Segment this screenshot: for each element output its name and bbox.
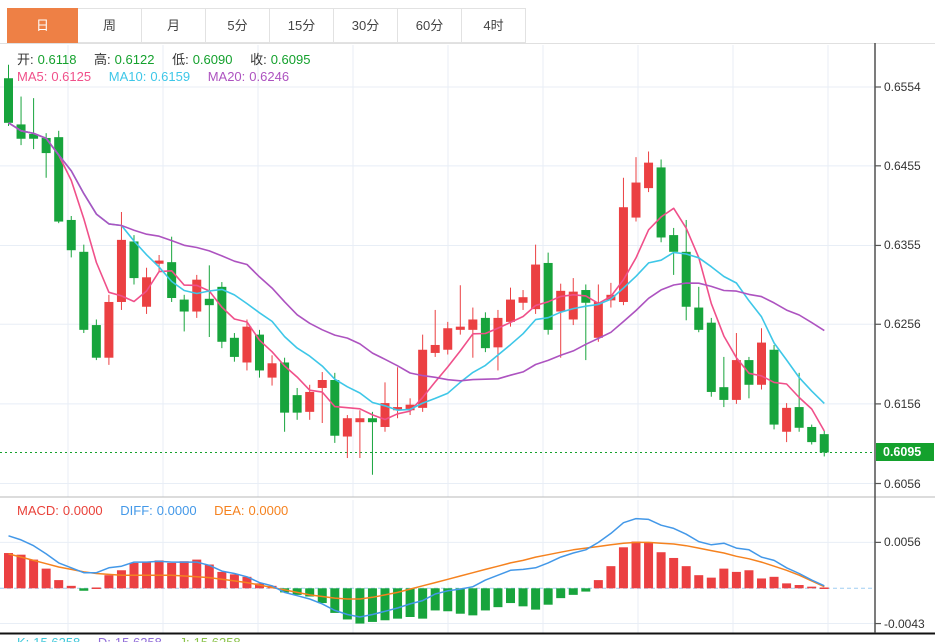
k-value: 15.6258 xyxy=(33,635,80,642)
high-value: 0.6122 xyxy=(114,52,155,67)
close-value: 0.6095 xyxy=(270,52,311,67)
ma20-label: MA20: xyxy=(207,69,246,84)
ma5-value: 0.6125 xyxy=(51,69,92,84)
macd-readout: MACD: 0.0000 DIFF: 0.0000 DEA: 0.0000 xyxy=(17,503,292,518)
axis-tick-label: 0.6554 xyxy=(884,80,921,94)
axis-tick-label: 0.6156 xyxy=(884,396,921,411)
ma-readout: MA5: 0.6125 MA10: 0.6159 MA20: 0.6246 xyxy=(17,69,293,84)
macd-value: 0.0000 xyxy=(62,503,103,518)
close-label: 收: xyxy=(250,52,267,67)
tab-周[interactable]: 周 xyxy=(77,8,142,43)
kdj-readout: K: 15.6258 D: 15.6258 J: 15.6258 xyxy=(17,635,245,642)
diff-value: 0.0000 xyxy=(156,503,197,518)
tab-5分[interactable]: 5分 xyxy=(205,8,270,43)
dea-value: 0.0000 xyxy=(248,503,289,518)
tab-4时[interactable]: 4时 xyxy=(461,8,526,43)
tab-60分[interactable]: 60分 xyxy=(397,8,462,43)
axis-tick-label: 0.6355 xyxy=(884,238,921,253)
tab-月[interactable]: 月 xyxy=(141,8,206,43)
tab-bar: 日周月 5分 15分 30分 60分 4时 xyxy=(7,8,526,43)
open-label: 开: xyxy=(17,52,34,67)
low-label: 低: xyxy=(172,52,189,67)
high-label: 高: xyxy=(94,52,111,67)
tab-15分[interactable]: 15分 xyxy=(269,8,334,43)
axis-tick-label: 0.6455 xyxy=(884,158,921,173)
open-value: 0.6118 xyxy=(37,52,77,67)
macd-label: MACD: xyxy=(17,503,59,518)
dea-label: DEA: xyxy=(214,503,245,518)
ma20-value: 0.6246 xyxy=(249,69,290,84)
j-value: 15.6258 xyxy=(194,635,241,642)
j-label: J: xyxy=(180,635,190,642)
k-label: K: xyxy=(17,635,29,642)
low-value: 0.6090 xyxy=(192,52,233,67)
axis-tick-label: 0.0056 xyxy=(884,535,921,550)
timeframe-tab-bar: 日周月 5分 15分 30分 60分 4时 xyxy=(0,0,935,44)
tab-30分[interactable]: 30分 xyxy=(333,8,398,43)
ohlc-readout: 开: 0.6118 高: 0.6122 低: 0.6090 收: 0.6095 xyxy=(17,49,314,68)
ma10-label: MA10: xyxy=(108,69,147,84)
ma5-label: MA5: xyxy=(17,69,48,84)
axis-tick-label: 0.6056 xyxy=(884,476,921,491)
diff-label: DIFF: xyxy=(120,503,153,518)
axis-tick-label: -0.0043 xyxy=(884,616,925,631)
tab-日[interactable]: 日 xyxy=(7,8,78,43)
ma10-value: 0.6159 xyxy=(150,69,191,84)
d-label: D: xyxy=(98,635,111,642)
current-price-tag: 0.6095 xyxy=(876,443,934,462)
d-value: 15.6258 xyxy=(115,635,162,642)
axis-tick-label: 0.6256 xyxy=(884,317,921,332)
